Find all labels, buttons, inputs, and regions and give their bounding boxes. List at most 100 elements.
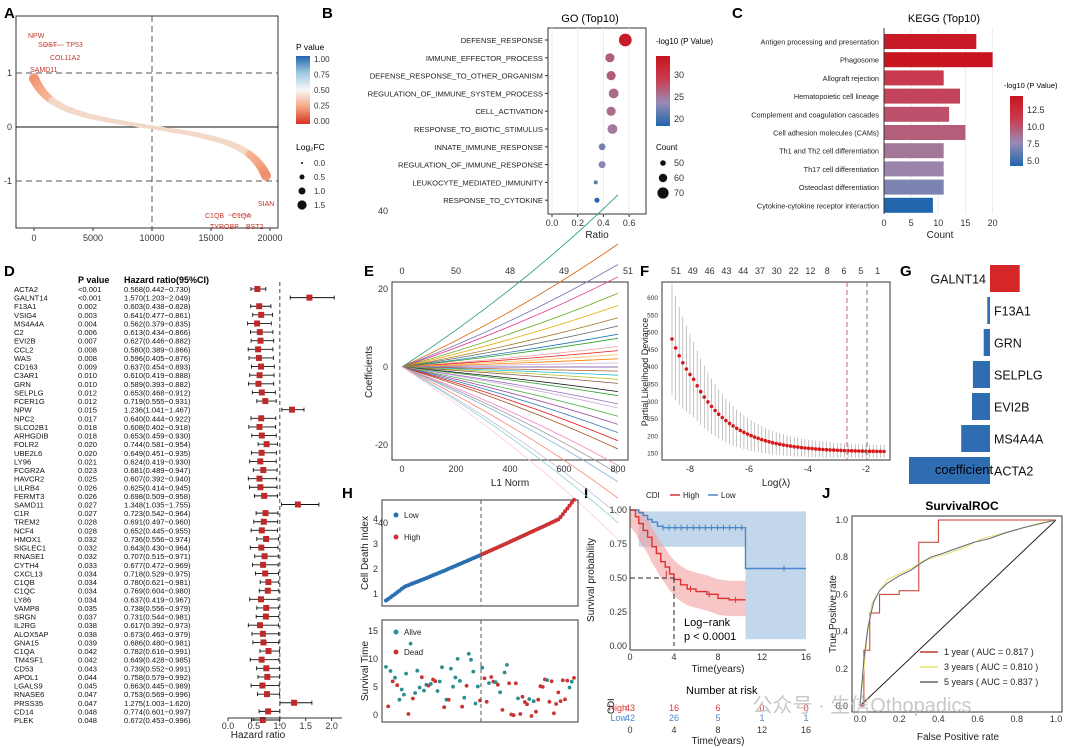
legend-size-dot	[658, 173, 668, 183]
x-tick-label: 0	[31, 233, 36, 243]
forest-gene: PRSS35	[14, 699, 43, 708]
forest-point	[264, 673, 271, 680]
forest-hr-text: 0.608(0.402−0.918)	[124, 423, 191, 432]
risk-point	[567, 503, 572, 508]
forest-point	[264, 587, 271, 594]
panel-b-frame	[547, 27, 647, 215]
logrank-pvalue: p < 0.0001	[684, 631, 736, 643]
risk-x-tick-label: 12	[757, 725, 767, 735]
panel-c-xlabel: Count	[927, 230, 954, 241]
forest-pvalue: 0.027	[78, 501, 97, 510]
forest-pvalue: 0.010	[78, 380, 97, 389]
cv-point	[734, 426, 739, 431]
survival-point	[500, 708, 505, 712]
panel-label-d: D	[4, 263, 15, 280]
legend-size-dot	[660, 160, 666, 166]
panel-c-kegg-barplot: KEGG (Top10) 0 5 10 15 20 Antigen processing …	[751, 13, 1058, 241]
kegg-term-label: Th17 cell differentiation	[804, 165, 879, 174]
forest-pvalue: 0.026	[78, 483, 97, 492]
survival-point	[505, 663, 509, 667]
cv-point	[716, 412, 721, 417]
lasso-path	[401, 366, 619, 524]
forest-gene: MS4A4A	[14, 319, 45, 328]
panel-a-gene-labels: NPW SOST TP53 COL11A2 SAMD11 SIAN C1QB C1QA TYRO…	[28, 33, 274, 231]
forest-pvalue: 0.037	[78, 613, 97, 622]
lasso-path	[401, 366, 619, 483]
top-tick-label: 49	[559, 266, 569, 276]
forest-gene: ACTA2	[14, 285, 38, 294]
forest-pvalue: 0.020	[78, 449, 97, 458]
cv-point	[835, 448, 840, 453]
risk-low-count: 42	[625, 713, 635, 723]
cv-point	[742, 430, 746, 435]
forest-pvalue: 0.045	[78, 682, 97, 691]
forest-hr-text: 0.663(0.445−0.989)	[124, 682, 191, 691]
forest-hr-text: 0.637(0.419−0.967)	[124, 595, 191, 604]
forest-point	[294, 501, 301, 508]
panel-c-legend: -log10 (P Value) 12.5 10.0 7.5 5.0	[1004, 81, 1058, 166]
survival-point	[466, 651, 471, 656]
forest-gene: EVI2B	[14, 337, 36, 346]
kegg-bar	[884, 88, 960, 104]
y-tick-label: 0.75	[609, 539, 627, 549]
panel-d-xlabel: Hazard ratio	[231, 730, 286, 741]
lasso-path	[401, 366, 619, 425]
top-tick-label: 6	[841, 266, 846, 276]
panel-j-plot: 1 year ( AUC = 0.817 ) 3 years ( AUC = 0.…	[835, 515, 1062, 724]
y-tick-label: 3	[373, 539, 378, 549]
legend-tick: 20	[674, 114, 684, 124]
gene-label: TP53	[66, 42, 83, 49]
forest-point	[255, 346, 262, 353]
forest-gene: NPW	[14, 406, 33, 415]
cv-point	[698, 389, 703, 394]
forest-gene: FCGR2A	[14, 466, 46, 475]
x-tick-label: 15	[960, 218, 970, 228]
cv-point	[713, 408, 717, 413]
lasso-path	[401, 292, 619, 368]
y-tick-label: 350	[647, 382, 658, 389]
logrank-label: Log−rank	[684, 617, 731, 629]
forest-hr-text: 0.637(0.454−0.893)	[124, 363, 191, 372]
forest-point	[257, 337, 264, 344]
x-tick-label: 0.0	[222, 721, 235, 731]
top-tick-label: 1	[875, 266, 880, 276]
forest-pvalue: 0.004	[78, 319, 97, 328]
forest-gene: CD163	[14, 363, 38, 372]
forest-point	[260, 639, 267, 646]
forest-pvalue: 0.032	[78, 544, 97, 553]
cv-point	[731, 424, 735, 428]
legend-colorbar	[296, 56, 310, 124]
lasso-path	[401, 366, 619, 417]
cv-point	[817, 447, 822, 452]
y-tick-label: 20	[378, 284, 388, 294]
survival-point	[458, 679, 462, 683]
panel-d-pvalue-header: P value	[78, 275, 109, 285]
risk-low-row-label: Low	[610, 713, 627, 723]
lasso-path	[401, 366, 619, 433]
risk-point	[572, 497, 576, 502]
forest-pvalue: 0.015	[78, 406, 97, 415]
forest-hr-text: 0.627(0.446−0.882)	[124, 337, 191, 346]
y-tick-label: 1	[373, 589, 378, 599]
survival-point	[413, 691, 417, 695]
cv-point	[774, 441, 778, 446]
forest-pvalue: 0.023	[78, 466, 97, 475]
kegg-term-label: Hematopoietic cell lineage	[794, 92, 879, 101]
forest-hr-text: 1.570(1.203−2.049)	[124, 294, 191, 303]
survival-point	[536, 697, 541, 702]
forest-pvalue: 0.038	[78, 630, 97, 639]
panel-h-top-frame	[381, 499, 579, 607]
panel-f-ylabel: Partial Likelihood Deviance	[640, 318, 650, 427]
forest-point	[263, 441, 270, 448]
survival-point	[489, 675, 494, 679]
risk-x-tick-label: 4	[671, 725, 676, 735]
panel-i-xlabel: Time(years)	[692, 664, 745, 675]
cv-point	[691, 377, 696, 382]
lasso-path	[401, 366, 619, 450]
forest-pvalue: 0.018	[78, 423, 97, 432]
forest-gene: C1R	[14, 509, 30, 518]
forest-gene: RNASE1	[14, 552, 44, 561]
forest-pvalue: 0.026	[78, 492, 97, 501]
lasso-path	[401, 305, 619, 368]
survival-point	[540, 685, 545, 689]
